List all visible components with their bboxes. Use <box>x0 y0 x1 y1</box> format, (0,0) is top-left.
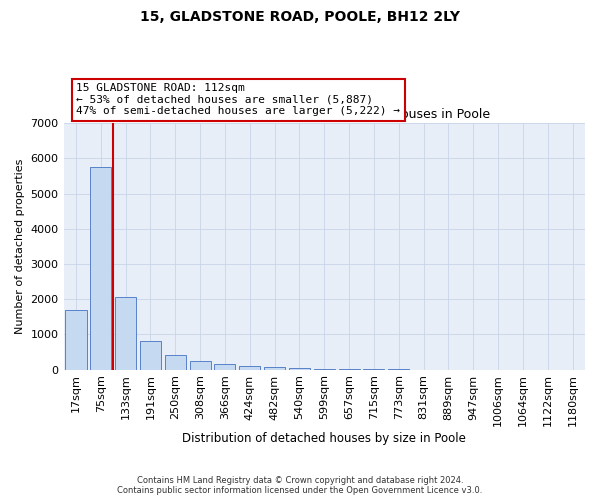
Bar <box>165 355 186 370</box>
Bar <box>140 342 161 369</box>
Text: 15, GLADSTONE ROAD, POOLE, BH12 2LY: 15, GLADSTONE ROAD, POOLE, BH12 2LY <box>140 10 460 24</box>
Bar <box>115 298 136 370</box>
Bar <box>289 368 310 370</box>
Bar <box>214 364 235 370</box>
Title: Size of property relative to detached houses in Poole: Size of property relative to detached ho… <box>159 108 490 120</box>
Y-axis label: Number of detached properties: Number of detached properties <box>15 158 25 334</box>
X-axis label: Distribution of detached houses by size in Poole: Distribution of detached houses by size … <box>182 432 466 445</box>
Bar <box>239 366 260 370</box>
Bar <box>264 368 285 370</box>
Bar <box>314 369 335 370</box>
Bar <box>90 167 112 370</box>
Bar <box>190 362 211 370</box>
Text: 15 GLADSTONE ROAD: 112sqm
← 53% of detached houses are smaller (5,887)
47% of se: 15 GLADSTONE ROAD: 112sqm ← 53% of detac… <box>76 83 400 116</box>
Bar <box>65 310 86 370</box>
Text: Contains HM Land Registry data © Crown copyright and database right 2024.
Contai: Contains HM Land Registry data © Crown c… <box>118 476 482 495</box>
